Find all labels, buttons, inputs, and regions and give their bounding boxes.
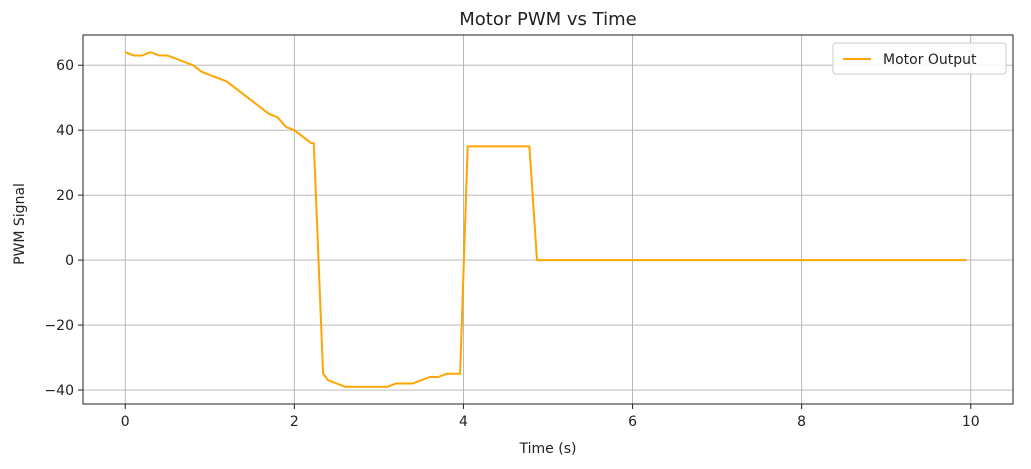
series-layer <box>124 51 967 388</box>
y-tick-label: 20 <box>56 188 74 204</box>
x-tick-label: 8 <box>797 414 806 430</box>
y-tick-label: 40 <box>56 123 74 139</box>
y-tick-label: −40 <box>44 383 74 399</box>
grid <box>83 35 1013 404</box>
legend-label: Motor Output <box>883 52 977 68</box>
x-tick-label: 0 <box>121 414 130 430</box>
y-tick-label: 60 <box>56 58 74 74</box>
x-tick-label: 2 <box>290 414 299 430</box>
x-tick-label: 10 <box>962 414 980 430</box>
x-tick-label: 4 <box>459 414 468 430</box>
y-tick-label: 0 <box>65 253 74 269</box>
x-axis-label: Time (s) <box>519 441 577 457</box>
series-line-motor-output <box>124 51 967 388</box>
chart-title: Motor PWM vs Time <box>459 9 636 30</box>
y-tick-label: −20 <box>44 318 74 334</box>
legend-box <box>832 42 1007 75</box>
y-axis-label: PWM Signal <box>12 183 28 265</box>
plot-frame <box>82 34 1014 405</box>
y-axis-ticks: −40 −20 0 20 40 60 <box>44 58 83 399</box>
x-axis-ticks: 0 2 4 6 8 10 <box>121 404 980 430</box>
x-tick-label: 6 <box>628 414 637 430</box>
legend: Motor Output <box>832 42 1007 75</box>
